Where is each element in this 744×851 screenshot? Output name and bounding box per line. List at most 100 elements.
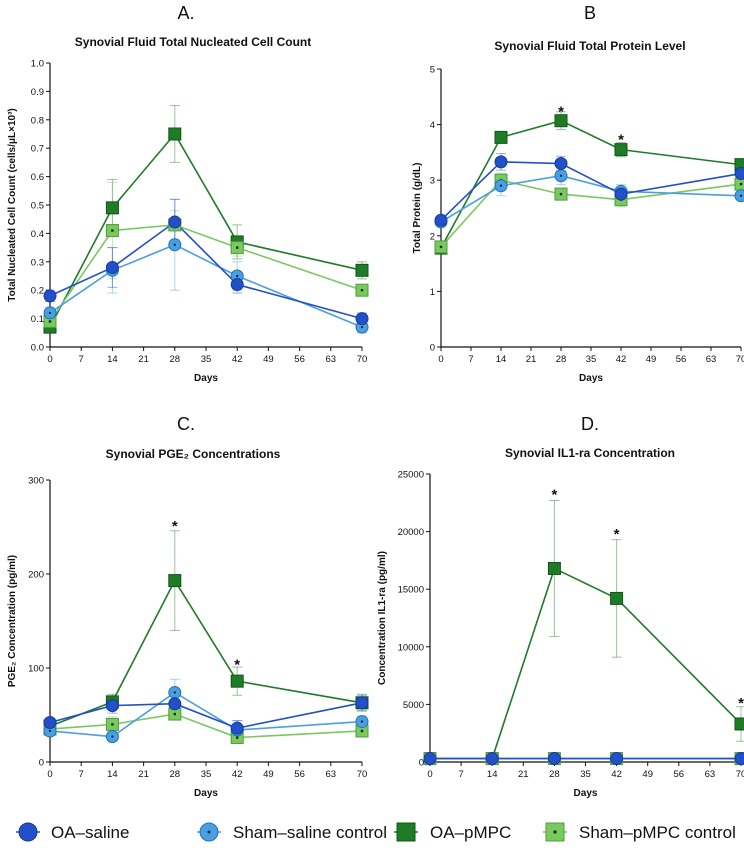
data-point: [547, 752, 561, 766]
filled-circle-icon: [18, 822, 38, 842]
x-tick-label: 14: [496, 354, 507, 365]
data-point: [610, 591, 624, 605]
x-tick-label: 7: [79, 354, 84, 365]
x-tick-label: 28: [549, 769, 560, 780]
data-point: [355, 312, 369, 326]
legend-label: Sham–saline control: [233, 823, 387, 842]
data-point-dot: [739, 182, 743, 186]
x-tick-label: 70: [736, 769, 744, 780]
panel-letter: B: [584, 3, 596, 23]
y-tick-label: 0.5: [31, 201, 44, 212]
x-tick-label: 63: [326, 769, 337, 780]
data-point: [554, 114, 568, 128]
significance-star: *: [738, 695, 744, 712]
x-tick-label: 42: [611, 769, 622, 780]
y-tick-label: 20000: [398, 527, 424, 538]
significance-star: *: [172, 518, 178, 535]
x-tick-label: 70: [357, 769, 368, 780]
series-line: [49, 578, 363, 728]
series-sham-pmpc: [436, 172, 744, 251]
data-point: [485, 752, 499, 766]
x-tick-label: 70: [357, 354, 368, 365]
x-tick-label: 42: [232, 354, 243, 365]
x-tick-label: 0: [47, 769, 52, 780]
x-tick-label: 42: [616, 354, 627, 365]
y-tick-label: 0.3: [31, 257, 44, 268]
y-tick-label: 4: [430, 120, 435, 131]
x-tick-label: 14: [107, 769, 118, 780]
data-point-dot: [48, 320, 52, 323]
x-tick-label: 0: [438, 354, 443, 365]
x-tick-label: 7: [468, 354, 473, 365]
y-tick-label: 0: [430, 343, 435, 354]
y-tick-label: 5: [430, 65, 435, 76]
data-point-dot: [360, 325, 364, 329]
data-point-dot: [236, 274, 239, 278]
panel-letter: C.: [177, 414, 195, 434]
data-point: [734, 189, 744, 203]
legend-label: OA–saline: [51, 823, 129, 842]
x-tick-label: 28: [556, 354, 567, 365]
data-point: [734, 752, 744, 766]
series-line: [440, 179, 742, 248]
y-tick-label: 1: [430, 287, 435, 298]
x-tick-label: 42: [232, 769, 243, 780]
data-point-dot: [360, 729, 364, 733]
panel-letter: D.: [581, 414, 599, 434]
x-tick-label: 70: [736, 354, 744, 365]
series-line: [49, 691, 363, 738]
x-tick-label: 21: [138, 354, 149, 365]
data-point: [105, 699, 119, 713]
data-point: [734, 177, 744, 191]
y-tick-label: 0.7: [31, 144, 44, 155]
x-tick-label: 56: [676, 354, 687, 365]
data-point-dot: [111, 723, 114, 726]
chart-title: Synovial IL1-ra Concentration: [505, 446, 675, 460]
chart-panel-b: B Synovial Fluid Total Protein Level 0 1 2 3 4…: [412, 3, 744, 384]
data-point: [554, 157, 568, 171]
legend-item-oa-saline: OA–saline: [16, 822, 129, 842]
series-line: [49, 243, 363, 328]
x-tick-label: 7: [79, 769, 84, 780]
x-tick-label: 49: [646, 354, 657, 365]
data-point-dot: [360, 289, 364, 292]
data-point-dot: [360, 720, 364, 723]
y-axis-label: Concentration IL1-ra (pg/ml): [377, 551, 388, 685]
x-tick-label: 63: [326, 354, 337, 365]
data-point-dot: [48, 729, 52, 733]
series-markers-oa-pmpc: [423, 561, 744, 766]
data-point: [614, 143, 628, 157]
chart-panel-c: C. Synovial PGE₂ Concentrations 0 100 200 300…: [7, 414, 369, 799]
x-tick-label: 56: [294, 769, 305, 780]
data-point: [547, 561, 561, 575]
chart-panel-a: A. Synovial Fluid Total Nucleated Cell Co…: [7, 3, 369, 384]
chart-title: Synovial Fluid Total Nucleated Cell Coun…: [75, 35, 311, 49]
data-point: [610, 752, 624, 766]
data-point: [494, 155, 508, 169]
x-tick-label: 35: [580, 769, 591, 780]
data-point: [230, 674, 244, 688]
x-axis-label: Days: [194, 373, 218, 384]
data-point: [355, 263, 369, 277]
legend-label: Sham–pMPC control: [579, 823, 736, 842]
series-oa-saline: [425, 757, 744, 760]
data-point: [355, 696, 369, 710]
series-sham-pmpc: [45, 707, 367, 743]
significance-star: *: [614, 526, 620, 543]
data-point-dot: [111, 735, 114, 738]
data-point-dot: [173, 712, 176, 716]
data-point-dot: [111, 229, 114, 232]
x-tick-label: 49: [642, 769, 653, 780]
series-markers-oa-pmpc: [43, 127, 369, 334]
series-markers-oa-saline: [434, 155, 744, 227]
data-point: [105, 201, 119, 215]
x-tick-label: 56: [294, 354, 305, 365]
dotted-square-icon: [545, 822, 565, 842]
legend-item-sham-pmpc: Sham–pMPC control: [543, 822, 736, 842]
series-markers-oa-pmpc: [43, 574, 369, 733]
significance-star: *: [558, 104, 564, 121]
significance-star: *: [234, 656, 240, 673]
significance-star: *: [551, 487, 557, 504]
legend-marker: [18, 822, 38, 842]
